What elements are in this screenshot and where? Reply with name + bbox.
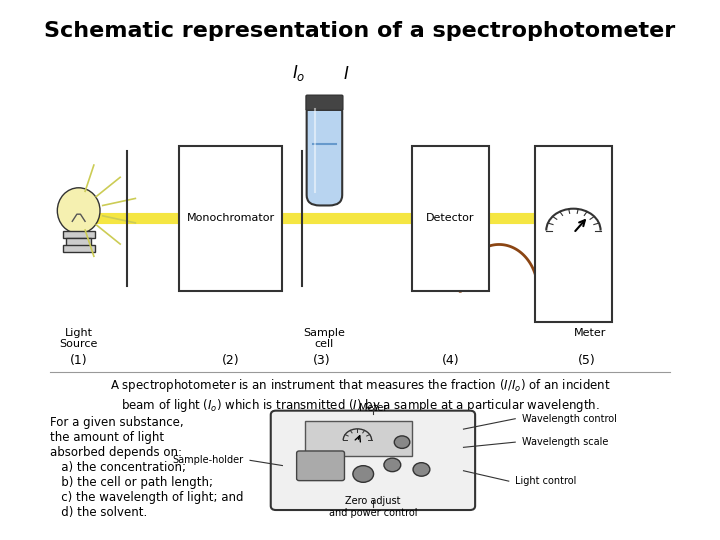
Text: Schematic representation of a spectrophotometer: Schematic representation of a spectropho… [45,21,675,41]
Text: Zero adjust
and power control: Zero adjust and power control [329,496,417,518]
Circle shape [413,463,430,476]
FancyBboxPatch shape [412,146,490,291]
Text: Sample
cell: Sample cell [304,328,346,349]
Text: Wavelength control: Wavelength control [522,414,616,424]
Circle shape [384,458,401,471]
FancyBboxPatch shape [535,146,612,322]
Text: Light
Source: Light Source [60,328,98,349]
Text: Sample-holder: Sample-holder [173,455,243,465]
Text: $I$: $I$ [343,65,349,83]
Text: For a given substance,
the amount of light
absorbed depends on:
   a) the concen: For a given substance, the amount of lig… [50,416,243,519]
Text: Meter: Meter [573,328,606,338]
Text: Detector: Detector [426,213,474,224]
Text: (5): (5) [577,354,595,367]
Ellipse shape [58,188,100,234]
FancyBboxPatch shape [63,231,94,239]
FancyBboxPatch shape [63,245,94,252]
FancyBboxPatch shape [307,102,342,205]
Circle shape [353,465,374,482]
FancyBboxPatch shape [305,421,412,456]
FancyBboxPatch shape [297,451,344,481]
Text: Meter: Meter [359,403,387,413]
Text: $I_o$: $I_o$ [292,63,305,83]
Text: A spectrophotometer is an instrument that measures the fraction ($I$/$I_o$) of a: A spectrophotometer is an instrument tha… [109,377,611,414]
Text: (2): (2) [222,354,240,367]
FancyBboxPatch shape [306,95,343,110]
Text: (3): (3) [312,354,330,367]
Text: (4): (4) [442,354,459,367]
Text: Light control: Light control [516,476,577,486]
Text: Wavelength scale: Wavelength scale [522,437,608,447]
Text: (1): (1) [70,354,87,367]
FancyBboxPatch shape [271,410,475,510]
FancyBboxPatch shape [179,146,282,291]
FancyBboxPatch shape [66,238,91,246]
Circle shape [395,436,410,448]
Text: Monochromator: Monochromator [186,213,275,224]
